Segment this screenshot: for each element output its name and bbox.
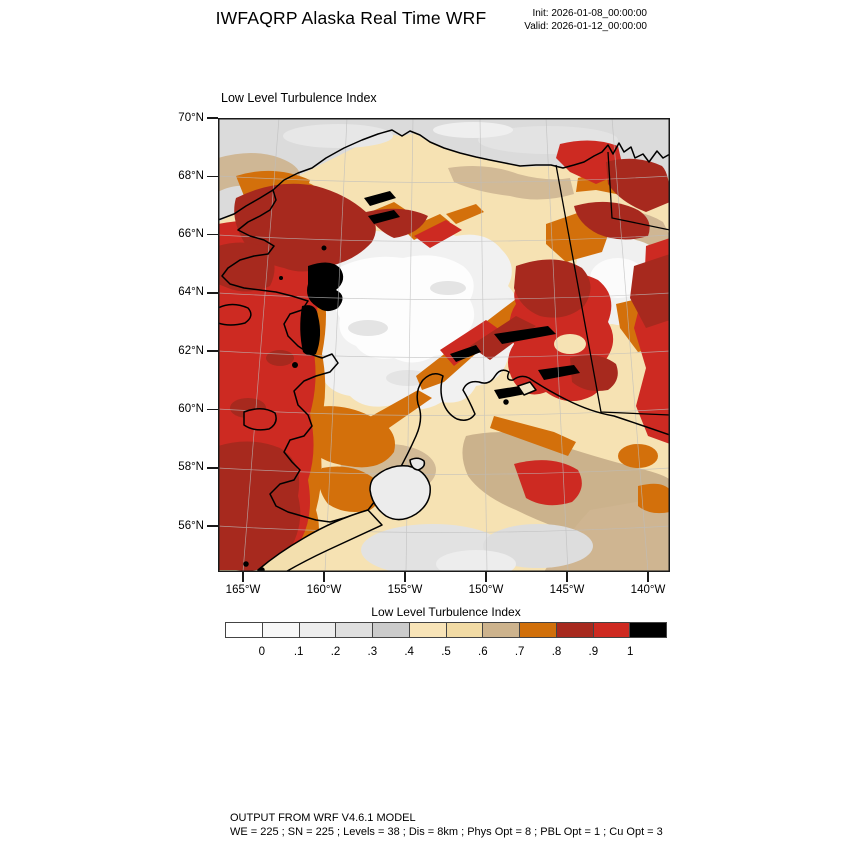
lon-tick-label: 165°W — [225, 584, 261, 596]
colorbar-tick-label: .8 — [551, 646, 562, 658]
lat-tick-label: 60°N — [178, 403, 204, 415]
lat-tick-label: 66°N — [178, 228, 204, 241]
lon-tick-165°W — [242, 572, 244, 582]
lat-tick-62°N — [207, 350, 218, 352]
lat-tick-label: 70°N — [178, 111, 204, 124]
colorbar-cell-5 — [409, 623, 447, 637]
turbulence-map-image — [217, 117, 671, 581]
lat-tick-label: 68°N — [178, 169, 204, 182]
lat-tick-68°N — [207, 175, 218, 178]
plot-title: Low Level Turbulence Index — [221, 91, 377, 105]
colorbar — [225, 622, 667, 638]
lon-tick-140°W — [647, 572, 649, 582]
footer-line1: OUTPUT FROM WRF V4.6.1 MODEL — [230, 812, 416, 824]
colorbar-cell-0 — [226, 623, 263, 637]
lat-tick-64°N — [207, 292, 218, 294]
coastlines — [217, 129, 671, 581]
canada-border-lines — [555, 151, 671, 416]
colorbar-tick-label: 0 — [258, 646, 266, 658]
footer: OUTPUT FROM WRF V4.6.1 MODEL WE = 225 ; … — [230, 812, 663, 839]
lon-tick-160°W — [323, 572, 325, 582]
colorbar-title: Low Level Turbulence Index — [371, 605, 521, 619]
page-title: IWFAQRP Alaska Real Time WRF — [215, 8, 487, 28]
lat-tick-label: 56°N — [178, 519, 204, 532]
colorbar-tick-label: .6 — [478, 646, 488, 658]
colorbar-cell-3 — [336, 623, 373, 637]
lat-tick-70°N — [207, 117, 218, 119]
valid-time: Valid: 2026-01-12_00:00:00 — [524, 21, 647, 32]
map-frame-border — [218, 118, 670, 572]
colorbar-tick-label: .5 — [441, 646, 451, 658]
colorbar-cell-6 — [446, 623, 484, 637]
colorbar-cell-1 — [262, 623, 300, 637]
lon-tick-label: 160°W — [306, 584, 342, 596]
colorbar-tick-label: .3 — [367, 646, 378, 658]
footer-line2: WE = 225 ; SN = 225 ; Levels = 38 ; Dis … — [230, 825, 663, 838]
colorbar-cell-10 — [593, 623, 631, 637]
colorbar-tick-label: .4 — [404, 646, 414, 658]
lon-tick-label: 155°W — [387, 584, 423, 596]
colorbar-cell-9 — [556, 623, 594, 637]
lon-tick-145°W — [566, 572, 568, 582]
lon-tick-label: 140°W — [630, 584, 666, 596]
lon-tick-label: 150°W — [468, 584, 504, 596]
colorbar-tick-label: .1 — [293, 646, 304, 658]
colorbar-tick-label: .9 — [588, 646, 599, 658]
map-plot — [217, 117, 671, 581]
init-time: Init: 2026-01-08_00:00:00 — [532, 8, 647, 19]
lat-tick-label: 58°N — [178, 461, 204, 474]
run-times: Init: 2026-01-08_00:00:00 Valid: 2026-01… — [524, 7, 647, 33]
lat-tick-label: 64°N — [178, 286, 204, 299]
colorbar-cell-7 — [483, 623, 520, 637]
colorbar-cell-8 — [520, 623, 557, 637]
lat-tick-label: 62°N — [178, 344, 204, 357]
colorbar-tick-label: .7 — [514, 646, 525, 658]
lon-tick-155°W — [404, 572, 406, 582]
lat-tick-66°N — [207, 233, 218, 236]
lat-tick-56°N — [207, 525, 218, 527]
colorbar-cell-4 — [373, 623, 410, 637]
lon-tick-150°W — [485, 572, 487, 582]
colorbar-cell-11 — [630, 623, 666, 637]
colorbar-labels: 0 .1 .2 .3 .4 .5 .6 .7 .8 .9 1 — [225, 646, 667, 660]
lon-tick-label: 145°W — [549, 584, 585, 596]
lat-tick-58°N — [207, 467, 218, 469]
colorbar-cell-2 — [299, 623, 337, 637]
colorbar-tick-label: .2 — [330, 646, 341, 658]
colorbar-tick-label: 1 — [626, 646, 634, 658]
lat-tick-60°N — [207, 408, 218, 411]
